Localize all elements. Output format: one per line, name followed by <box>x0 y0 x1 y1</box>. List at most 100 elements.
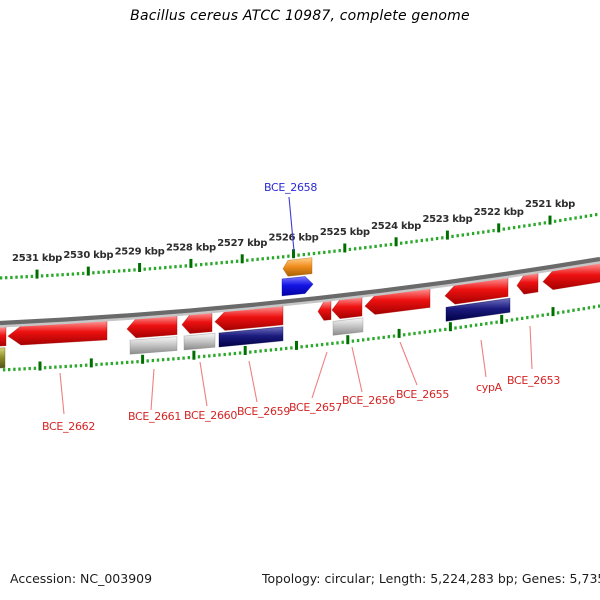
gene-edge-right-red[interactable] <box>542 262 600 290</box>
ruler-tick-minor <box>102 270 105 274</box>
ruler-tick-minor <box>213 353 216 357</box>
gene-cypa[interactable] <box>444 277 509 305</box>
gene-bce-2661-alt[interactable] <box>129 336 178 355</box>
ruler-tick-minor <box>300 345 303 349</box>
ruler-tick-minor <box>33 366 37 370</box>
ruler-tick-minor <box>474 323 478 327</box>
ruler-tick-minor <box>512 226 516 230</box>
ruler-tick-minor <box>126 360 129 364</box>
ruler-tick-minor <box>543 221 547 225</box>
ruler-tick-minor <box>572 308 575 312</box>
gene-bce-2658-orange[interactable] <box>282 257 313 277</box>
ruler-tick-minor <box>230 260 234 264</box>
ruler-tick-minor <box>425 238 429 242</box>
ruler-tick-minor <box>485 322 488 326</box>
gene-bce-2662[interactable] <box>7 320 108 346</box>
ruler-tick-minor <box>251 258 254 262</box>
gene-label-line <box>150 368 155 411</box>
ruler-tick-minor <box>505 319 508 323</box>
ruler-tick-minor <box>305 344 308 348</box>
ruler-tick-minor <box>587 306 591 310</box>
ruler-tick-minor <box>158 266 162 270</box>
ruler-tick-minor <box>223 352 226 357</box>
ruler-tick-minor <box>105 362 108 366</box>
gene-bce-2659-alt[interactable] <box>218 326 284 348</box>
ruler-tick-minor <box>167 357 170 361</box>
gene-bce-2660-alt[interactable] <box>183 332 216 351</box>
gene-label-line <box>480 339 487 378</box>
ruler-label: 2531 kbp <box>12 253 62 264</box>
gene-label-line <box>399 341 418 386</box>
ruler-tick-minor <box>441 236 444 240</box>
ruler-tick-minor <box>151 358 155 363</box>
ruler-tick-minor <box>25 275 28 279</box>
gene-label-BCE_2655[interactable]: BCE_2655 <box>396 388 450 401</box>
ruler-tick-minor <box>279 347 283 351</box>
ruler-tick-minor <box>282 255 285 259</box>
ruler-tick-minor <box>495 320 498 324</box>
ruler-tick-minor <box>131 360 134 364</box>
gene-label-BCE_2661[interactable]: BCE_2661 <box>128 410 181 423</box>
gene-label-BCE_2662[interactable]: BCE_2662 <box>42 420 95 433</box>
ruler-tick-minor <box>387 335 390 339</box>
ruler-tick-major <box>346 335 350 345</box>
gene-bce-2656-alt[interactable] <box>332 317 364 336</box>
ruler-tick-minor <box>471 231 475 236</box>
ruler-tick-minor <box>567 309 570 313</box>
ruler-tick-minor <box>367 337 370 341</box>
ruler-tick-minor <box>61 273 64 277</box>
ruler-tick-minor <box>156 358 160 362</box>
ruler-tick-minor <box>256 257 259 261</box>
gene-bce-2659[interactable] <box>214 305 284 331</box>
ruler-tick-major <box>497 223 501 233</box>
ruler-tick-minor <box>274 347 278 352</box>
gene-bce-2661[interactable] <box>126 315 178 339</box>
ruler-tick-minor <box>564 218 567 222</box>
ruler-tick-minor <box>266 256 270 260</box>
ruler-tick-minor <box>515 317 519 321</box>
gene-label-BCE_2656[interactable]: BCE_2656 <box>342 394 396 407</box>
gene-cypa-alt[interactable] <box>445 297 511 322</box>
ruler-tick-major <box>141 354 145 364</box>
ruler-tick-minor <box>200 263 203 267</box>
gene-bce-2653[interactable] <box>516 272 539 295</box>
ruler-tick-minor <box>271 256 275 260</box>
ruler-tick-minor <box>310 344 314 348</box>
gene-bce-2657[interactable] <box>317 300 332 321</box>
ruler-tick-major <box>138 263 142 272</box>
ruler-tick-minor <box>10 275 13 280</box>
ruler-tick-minor <box>238 351 242 355</box>
gene-bce-2660[interactable] <box>181 312 213 334</box>
gene-bce-2656[interactable] <box>331 296 363 319</box>
ruler-tick-minor <box>312 251 316 256</box>
ruler-tick-minor <box>59 365 62 369</box>
gene-label-BCE_2653[interactable]: BCE_2653 <box>507 374 561 387</box>
ruler-tick-minor <box>208 354 211 358</box>
ruler-tick-minor <box>428 329 432 334</box>
ruler-tick-minor <box>205 262 208 266</box>
ruler-tick-minor <box>377 336 380 340</box>
ruler-tick-minor <box>518 225 521 229</box>
backbone <box>0 256 600 326</box>
gene-label-BCE_2658[interactable]: BCE_2658 <box>264 181 318 194</box>
gene-label-line <box>288 196 295 252</box>
gene-label-BCE_2660[interactable]: BCE_2660 <box>184 409 238 422</box>
gene-edge-left-olive[interactable] <box>0 347 6 369</box>
ruler-tick-minor <box>464 325 467 329</box>
ruler-tick-minor <box>136 360 139 364</box>
ruler-tick-major <box>189 258 193 268</box>
gene-label-line <box>248 360 258 403</box>
ruler-tick-minor <box>269 348 273 352</box>
gene-bce-2658-blue[interactable] <box>281 276 314 297</box>
gene-edge-left-red[interactable] <box>0 326 7 347</box>
ruler-tick-minor <box>184 264 187 268</box>
gene-label-BCE_2657[interactable]: BCE_2657 <box>289 401 343 414</box>
ruler-tick-minor <box>526 316 529 320</box>
ruler-tick-major <box>551 307 555 317</box>
ruler-tick-minor <box>110 361 113 366</box>
ruler-tick-minor <box>480 322 483 326</box>
ruler-tick-minor <box>210 262 213 266</box>
gene-label-cypA[interactable]: cypA <box>476 381 503 394</box>
ruler-tick-minor <box>392 334 396 338</box>
gene-label-BCE_2659[interactable]: BCE_2659 <box>237 405 291 418</box>
